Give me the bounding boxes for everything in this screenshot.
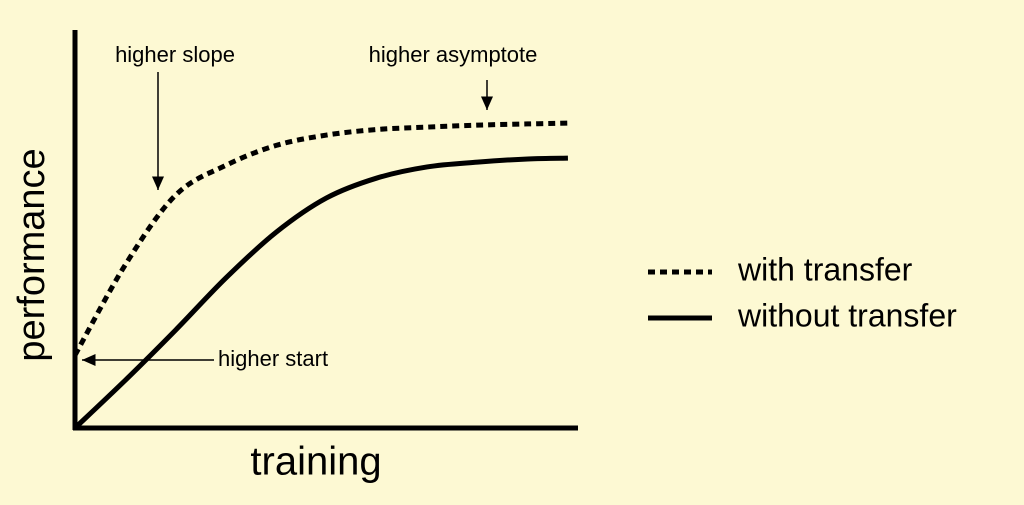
legend-label: without transfer: [737, 297, 957, 333]
annotation: higher slope: [115, 42, 235, 67]
x-axis-label: training: [250, 440, 381, 484]
annotation: higher asymptote: [369, 42, 538, 67]
legend-label: with transfer: [737, 251, 913, 287]
annotation: higher start: [218, 346, 328, 371]
y-axis-label: performance: [11, 148, 53, 361]
line: [72, 120, 568, 357]
line: [73, 155, 568, 430]
